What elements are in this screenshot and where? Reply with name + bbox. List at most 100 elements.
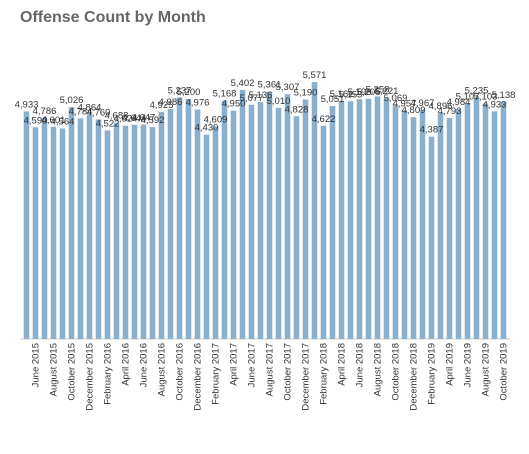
bar-34 xyxy=(329,105,336,340)
data-label-41: 5,069 xyxy=(384,93,408,104)
data-label-12: 4,644 xyxy=(123,113,147,124)
data-label-6: 4,784 xyxy=(69,106,93,117)
data-label-39: 5,258 xyxy=(366,84,390,95)
bar-49 xyxy=(464,103,471,339)
data-label-21: 4,609 xyxy=(204,114,228,125)
bar-5 xyxy=(68,107,75,339)
data-label-28: 5,010 xyxy=(267,96,291,107)
x-tick-label-10: February 2017 xyxy=(211,343,222,405)
data-label-3: 4,601 xyxy=(42,115,66,126)
bar-46 xyxy=(437,113,444,339)
bar-41 xyxy=(392,105,399,339)
bar-30 xyxy=(293,116,300,339)
bar-20 xyxy=(203,134,210,339)
x-tick-label-6: June 2016 xyxy=(139,343,150,387)
data-label-17: 5,237 xyxy=(168,85,192,96)
x-tick-label-21: December 2018 xyxy=(409,343,420,411)
data-label-0: 4,933 xyxy=(15,99,39,110)
bar-53 xyxy=(500,101,507,339)
data-label-20: 4,430 xyxy=(195,123,219,134)
x-tick-label-0: June 2015 xyxy=(31,343,42,387)
bar-22 xyxy=(221,100,228,339)
data-label-19: 4,976 xyxy=(186,97,210,108)
x-tick-label-9: December 2016 xyxy=(193,343,204,411)
bar-28 xyxy=(275,107,282,339)
data-label-53: 5,138 xyxy=(492,90,516,101)
bar-25 xyxy=(248,104,255,339)
x-tick-label-11: April 2017 xyxy=(229,343,240,386)
data-label-11: 4,624 xyxy=(114,114,138,125)
bar-43 xyxy=(410,117,417,340)
data-label-37: 5,198 xyxy=(348,87,372,98)
data-label-42: 4,957 xyxy=(393,98,417,109)
data-label-15: 4,925 xyxy=(150,100,174,111)
x-tick-label-26: October 2019 xyxy=(499,343,510,401)
data-label-10: 4,688 xyxy=(105,111,129,122)
x-tick-label-14: October 2017 xyxy=(283,343,294,401)
data-label-18: 5,200 xyxy=(177,87,201,98)
bar-35 xyxy=(338,100,345,339)
data-label-9: 4,522 xyxy=(96,118,120,129)
data-label-7: 4,864 xyxy=(78,103,102,114)
data-label-23: 4,950 xyxy=(222,99,246,110)
bar-37 xyxy=(356,99,363,340)
data-label-24: 5,402 xyxy=(231,78,255,89)
x-tick-label-8: October 2016 xyxy=(175,343,186,401)
data-label-51: 5,103 xyxy=(474,92,498,103)
bar-50 xyxy=(473,97,480,339)
bar-51 xyxy=(482,103,489,339)
bar-4 xyxy=(59,128,66,339)
bar-27 xyxy=(266,91,273,339)
x-tick-label-20: October 2018 xyxy=(391,343,402,401)
x-tick-label-5: April 2016 xyxy=(121,343,132,386)
bar-10 xyxy=(113,122,120,339)
bar-44 xyxy=(419,109,426,339)
bar-31 xyxy=(302,99,309,339)
data-label-50: 5,235 xyxy=(465,86,489,97)
data-label-26: 5,136 xyxy=(249,90,273,101)
data-label-35: 5,161 xyxy=(330,89,354,100)
data-label-31: 5,190 xyxy=(294,88,318,99)
bar-48 xyxy=(455,109,462,339)
x-tick-label-15: December 2017 xyxy=(301,343,312,411)
bar-1 xyxy=(32,127,39,339)
data-label-22: 5,168 xyxy=(213,89,237,100)
data-label-5: 5,026 xyxy=(60,95,84,106)
bar-42 xyxy=(401,110,408,339)
data-label-32: 5,571 xyxy=(303,70,327,81)
data-label-38: 5,205 xyxy=(357,87,381,98)
bar-2 xyxy=(41,118,48,340)
data-label-46: 4,896 xyxy=(429,101,453,112)
bar-52 xyxy=(491,111,498,340)
bar-9 xyxy=(104,130,111,339)
bar-11 xyxy=(122,125,129,339)
bar-17 xyxy=(176,97,183,339)
x-tick-label-7: August 2016 xyxy=(157,343,168,396)
x-tick-label-3: December 2015 xyxy=(85,343,96,411)
x-tick-label-25: August 2019 xyxy=(481,343,492,396)
data-label-1: 4,590 xyxy=(24,115,48,126)
data-label-27: 5,361 xyxy=(258,80,282,91)
bar-15 xyxy=(158,111,165,339)
x-tick-label-22: February 2019 xyxy=(427,343,438,405)
data-label-8: 4,760 xyxy=(87,107,111,118)
chart-title: Offense Count by Month xyxy=(20,9,206,26)
data-label-52: 4,933 xyxy=(483,99,507,110)
x-tick-label-16: February 2018 xyxy=(319,343,330,405)
data-label-48: 4,984 xyxy=(447,97,471,108)
bar-29 xyxy=(284,94,291,340)
bar-0 xyxy=(23,111,30,340)
data-label-40: 5,221 xyxy=(375,86,399,97)
bar-3 xyxy=(50,126,57,339)
x-tick-label-18: June 2018 xyxy=(355,343,366,387)
bar-47 xyxy=(446,117,453,339)
bar-13 xyxy=(140,124,147,339)
data-label-25: 5,077 xyxy=(240,93,264,104)
bar-39 xyxy=(374,96,381,339)
x-tick-label-13: August 2017 xyxy=(265,343,276,396)
x-tick-label-24: June 2019 xyxy=(463,343,474,387)
bar-16 xyxy=(167,108,174,340)
bar-33 xyxy=(320,125,327,339)
x-tick-label-2: October 2015 xyxy=(67,343,78,401)
